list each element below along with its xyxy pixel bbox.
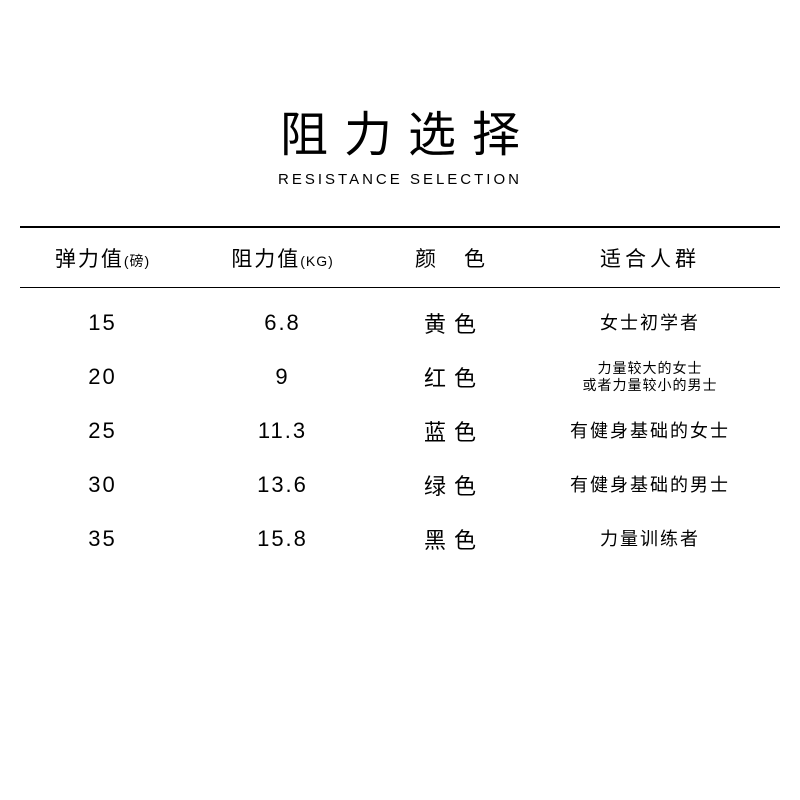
- cell-color: 红色: [380, 361, 520, 393]
- cell-lb: 20: [20, 364, 185, 390]
- table-header-label: 阻力值: [231, 248, 300, 271]
- cell-color: 蓝色: [380, 415, 520, 447]
- cell-audience: 力量训练者: [520, 528, 780, 551]
- page-title: 阻力选择: [16, 95, 800, 165]
- cell-kg: 15.8: [185, 526, 380, 552]
- table-body: 15 6.8 黄色 女士初学者 20 9 红色 力量较大的女士 或者力量较小的男…: [20, 288, 780, 566]
- cell-audience: 有健身基础的女士: [520, 420, 780, 443]
- table-header-unit: (KG): [300, 253, 334, 269]
- cell-audience: 力量较大的女士 或者力量较小的男士: [520, 360, 780, 395]
- resistance-table: 弹力值(磅) 阻力值(KG) 颜色 适合人群 15 6.8 黄色 女士初学者 2…: [20, 226, 780, 566]
- cell-kg: 6.8: [185, 310, 380, 336]
- cell-color: 黄色: [380, 307, 520, 339]
- table-row: 15 6.8 黄色 女士初学者: [20, 296, 780, 350]
- cell-kg: 11.3: [185, 418, 380, 444]
- table-header-label: 弹力值: [55, 248, 124, 271]
- cell-lb: 35: [20, 526, 185, 552]
- table-header-resistance: 阻力值(KG): [185, 243, 380, 273]
- table-header-elasticity: 弹力值(磅): [20, 243, 185, 273]
- table-header-unit: (磅): [124, 253, 150, 269]
- table-header-color: 颜色: [380, 243, 520, 273]
- table-header-row: 弹力值(磅) 阻力值(KG) 颜色 适合人群: [20, 228, 780, 288]
- cell-kg: 13.6: [185, 472, 380, 498]
- cell-lb: 30: [20, 472, 185, 498]
- cell-color: 黑色: [380, 523, 520, 555]
- cell-audience: 女士初学者: [520, 312, 780, 335]
- page: 阻力选择 Resistance selection 弹力值(磅) 阻力值(KG)…: [0, 0, 800, 800]
- title-block: 阻力选择 Resistance selection: [0, 95, 800, 188]
- table-header-audience: 适合人群: [520, 243, 780, 273]
- table-row: 20 9 红色 力量较大的女士 或者力量较小的男士: [20, 350, 780, 404]
- table-row: 35 15.8 黑色 力量训练者: [20, 512, 780, 566]
- table-row: 30 13.6 绿色 有健身基础的男士: [20, 458, 780, 512]
- cell-lb: 15: [20, 310, 185, 336]
- cell-kg: 9: [185, 364, 380, 390]
- page-subtitle: Resistance selection: [0, 171, 800, 188]
- cell-lb: 25: [20, 418, 185, 444]
- table-row: 25 11.3 蓝色 有健身基础的女士: [20, 404, 780, 458]
- cell-color: 绿色: [380, 469, 520, 501]
- cell-audience: 有健身基础的男士: [520, 474, 780, 497]
